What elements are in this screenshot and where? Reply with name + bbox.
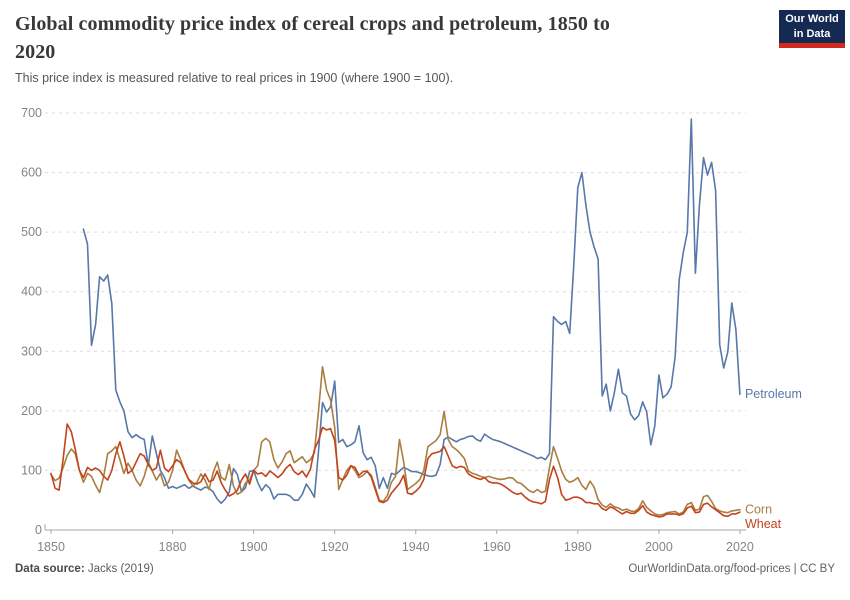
y-axis-label-300: 300 xyxy=(21,344,42,358)
series-line-wheat[interactable] xyxy=(50,423,741,518)
logo-line-2: in Data xyxy=(793,27,831,40)
price-chart: 0 100 200 300 400 500 600 700 1850 1880 1900 1920 19… xyxy=(21,106,802,554)
footer-link[interactable]: OurWorldinData.org/food-prices | CC BY xyxy=(628,563,835,575)
owid-logo[interactable]: Our World in Data xyxy=(779,10,845,48)
series-line-corn[interactable] xyxy=(50,365,741,516)
x-axis-label-1920: 1920 xyxy=(321,540,349,554)
x-axis-label-1940: 1940 xyxy=(402,540,430,554)
logo-line-1: Our World xyxy=(785,13,839,26)
title-line-1: Global commodity price index of cereal c… xyxy=(15,13,610,35)
chart-area: 0 100 200 300 400 500 600 700 1850 1880 1900 1920 19… xyxy=(0,95,850,560)
chart-subtitle: This price index is measured relative to… xyxy=(15,71,454,85)
x-axis-label-1850: 1850 xyxy=(37,540,65,554)
y-axis-label-600: 600 xyxy=(21,166,42,180)
x-axis-label-1980: 1980 xyxy=(564,540,592,554)
series-line-petroleum[interactable] xyxy=(82,118,741,505)
title-line-2: 2020 xyxy=(15,41,56,63)
y-axis-label-200: 200 xyxy=(21,404,42,418)
x-axis-label-1960: 1960 xyxy=(483,540,511,554)
x-axis-label-1900: 1900 xyxy=(240,540,268,554)
y-axis-label-400: 400 xyxy=(21,285,42,299)
data-source-label: Data source: xyxy=(15,563,85,575)
data-source-value: Jacks (2019) xyxy=(84,563,154,575)
series-label-wheat: Wheat xyxy=(745,517,782,531)
series-label-petroleum: Petroleum xyxy=(745,387,802,401)
page-title: Global commodity price index of cereal c… xyxy=(15,10,760,66)
x-axis-label-1880: 1880 xyxy=(159,540,187,554)
y-axis-label-500: 500 xyxy=(21,225,42,239)
x-axis-label-2020: 2020 xyxy=(726,540,754,554)
data-source: Data source: Jacks (2019) xyxy=(15,563,154,575)
x-axis-label-2000: 2000 xyxy=(645,540,673,554)
y-axis-label-0: 0 xyxy=(35,523,42,537)
y-axis-label-100: 100 xyxy=(21,463,42,477)
series-label-corn: Corn xyxy=(745,503,772,517)
y-axis-label-700: 700 xyxy=(21,106,42,120)
chart-footer: Data source: Jacks (2019) OurWorldinData… xyxy=(15,563,835,575)
